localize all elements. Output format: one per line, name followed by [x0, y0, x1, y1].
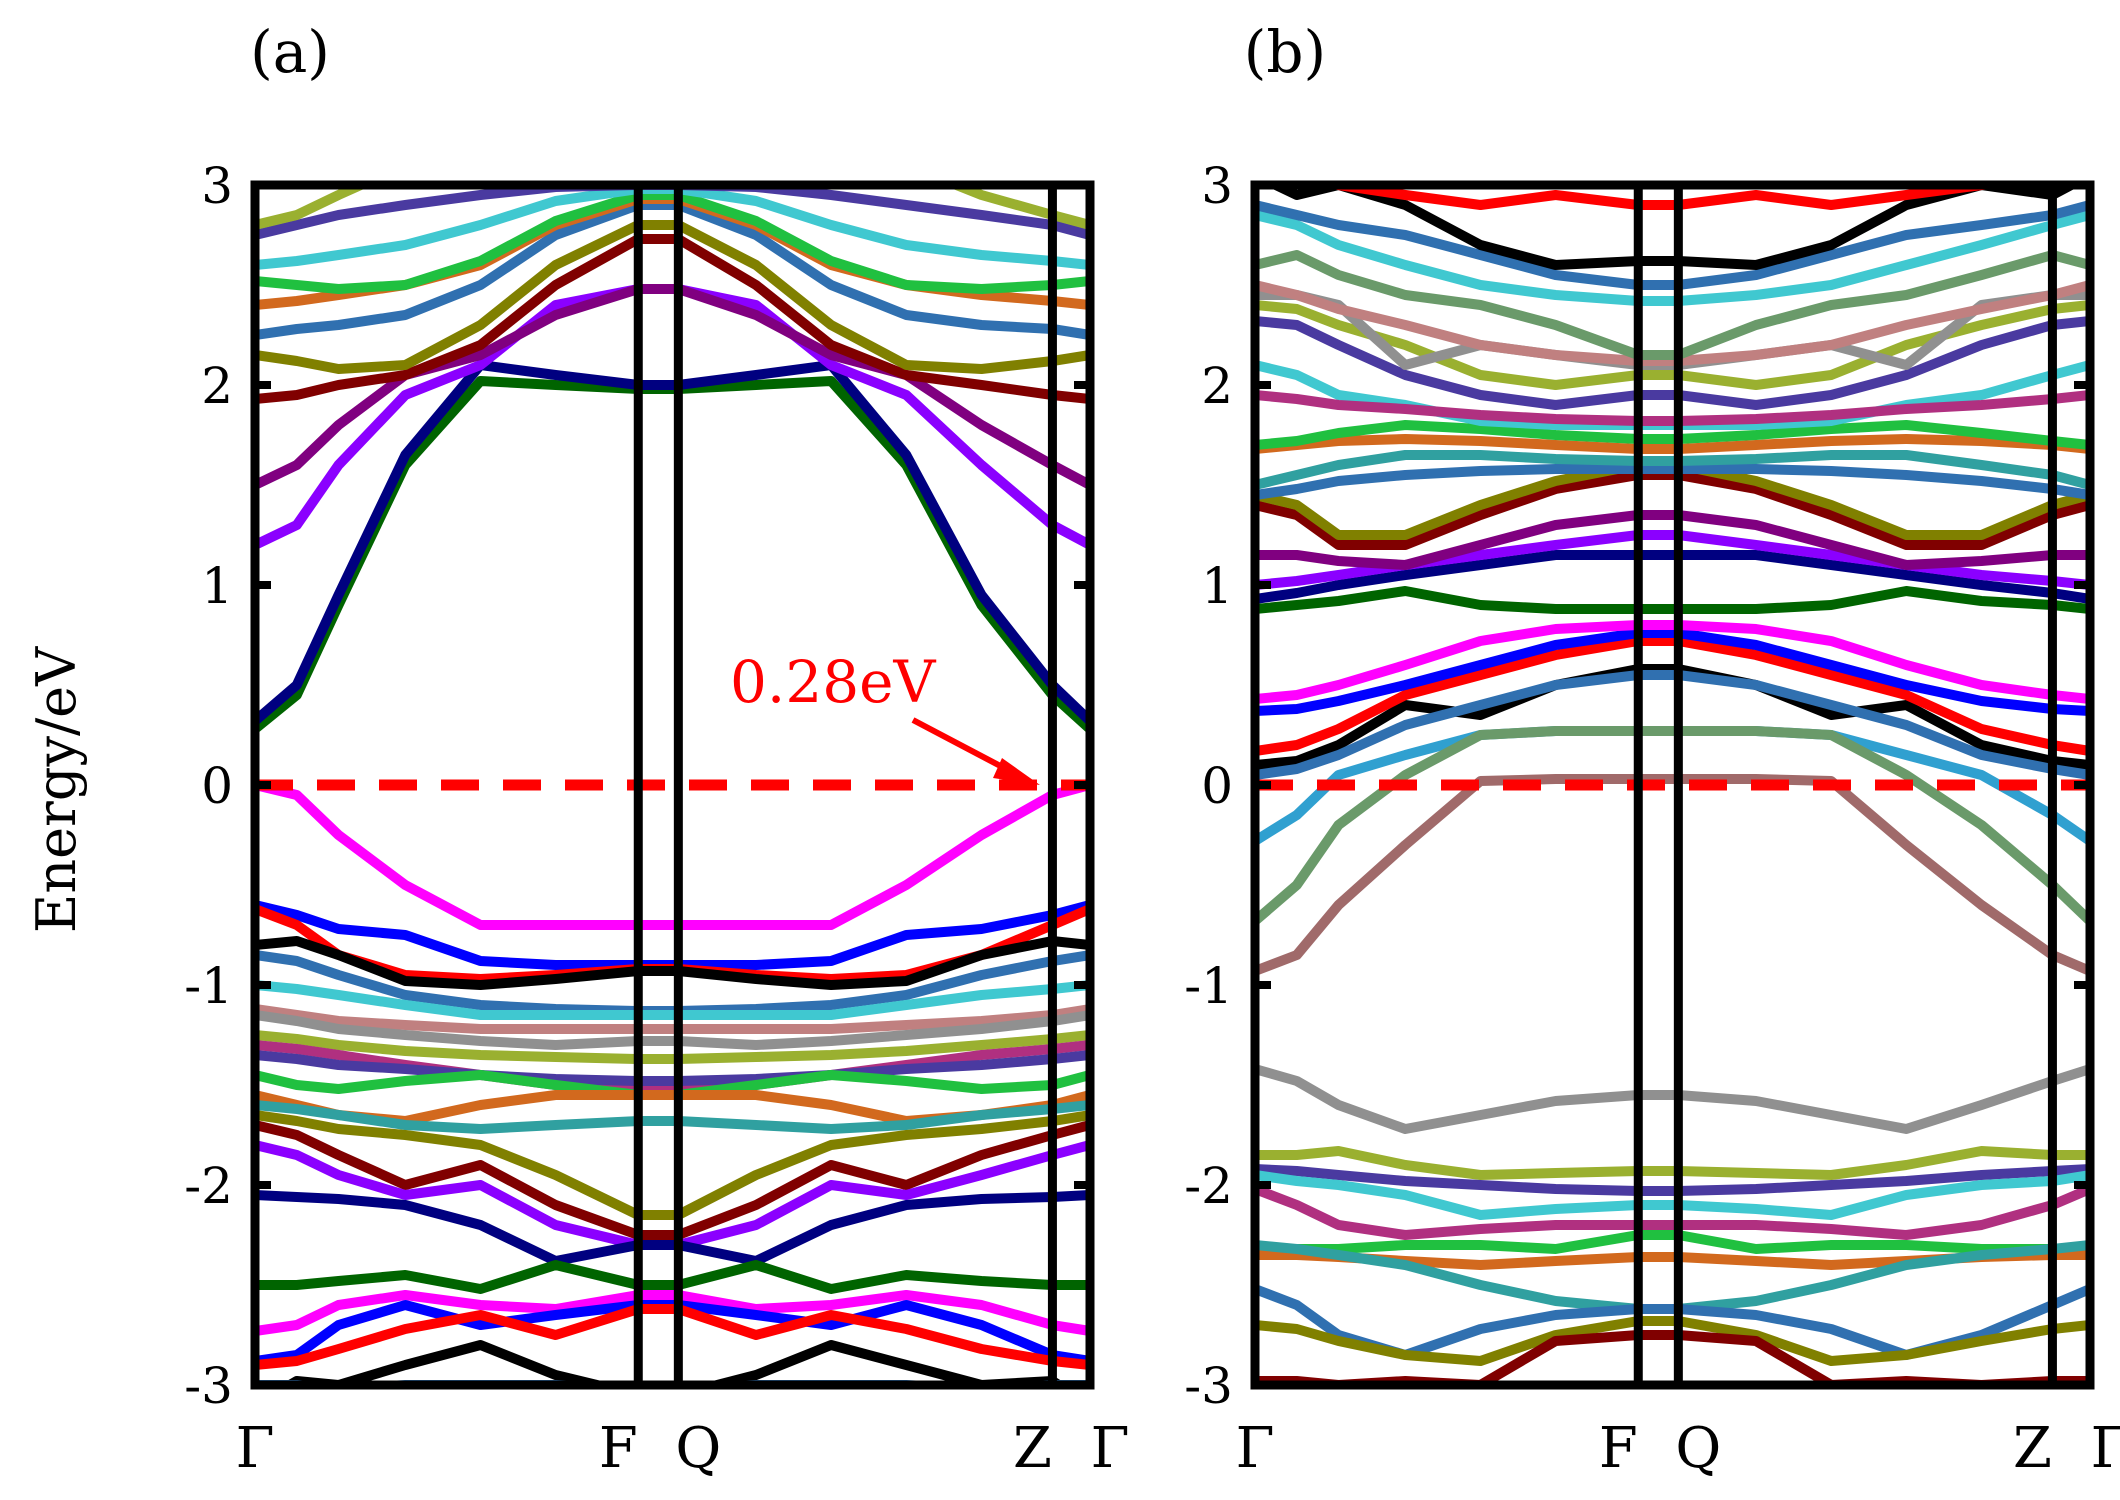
band-line [255, 1120, 1090, 1240]
k-point-label: F [1599, 1416, 1638, 1481]
y-tick-label: 2 [1201, 357, 1233, 415]
y-tick-label: -2 [184, 1157, 233, 1215]
band-line [255, 220, 1090, 374]
band-line [1255, 250, 2090, 360]
band-line [255, 780, 1090, 930]
band-line [255, 190, 1090, 294]
band-line [1255, 464, 2090, 500]
band-line [1255, 1064, 2090, 1134]
y-axis-label: Energy/eV [25, 646, 88, 933]
band-line [1255, 726, 2090, 925]
k-point-label: Γ [1091, 1416, 1130, 1481]
band-line [279, 1340, 1068, 1385]
band-line [1255, 1316, 2090, 1366]
band-line [1255, 664, 2090, 770]
band-line [255, 360, 1090, 725]
band-line [1255, 620, 2090, 704]
band-line [255, 185, 1090, 240]
band-line [255, 1004, 1090, 1034]
panel-b-title: (b) [1244, 18, 1326, 86]
k-point-label: Γ [1236, 1416, 1275, 1481]
k-point-label: Γ [2091, 1416, 2120, 1481]
band-line [255, 980, 1090, 1020]
y-tick-label: -3 [184, 1357, 233, 1415]
band-line [1255, 280, 2090, 366]
k-point-label: Z [2013, 1416, 2052, 1481]
band-line [255, 1040, 1090, 1094]
band-line [255, 1030, 1090, 1064]
band-line [1255, 200, 2090, 290]
k-point-label: Γ [236, 1416, 275, 1481]
plot-area-a [250, 180, 1095, 1390]
band-line [1255, 390, 2090, 426]
y-tick-label: 0 [1201, 757, 1233, 815]
band-line [255, 185, 1090, 230]
y-tick-label: -3 [1184, 1357, 1233, 1415]
k-point-label: F [599, 1416, 638, 1481]
band-line [255, 1290, 1090, 1336]
band-line [1255, 670, 2090, 780]
bands-b [1255, 185, 2090, 1385]
band-line [1255, 1146, 2090, 1180]
y-ticks-b: 3 2 1 0 -1 -2 -3 [1184, 157, 2090, 1415]
band-line [1255, 1170, 2090, 1220]
band-line [1255, 1230, 2090, 1254]
band-line [1255, 420, 2090, 450]
y-tick-label: 3 [1201, 157, 1233, 215]
y-tick-label: 3 [201, 157, 233, 215]
band-line [255, 234, 1090, 404]
band-line [1255, 586, 2090, 614]
band-line [1255, 1164, 2090, 1196]
band-line [1255, 316, 2090, 410]
band-line [255, 936, 1090, 990]
band-line [255, 1100, 1090, 1134]
band-line [1255, 774, 2090, 976]
y-tick-label: -2 [1184, 1157, 1233, 1215]
k-point-label: Q [675, 1416, 721, 1481]
band-line [255, 1110, 1090, 1220]
y-tick-label: 1 [1201, 557, 1233, 615]
plot-area-b [1250, 180, 2095, 1390]
band-line [1255, 636, 2090, 756]
bands-a [255, 185, 1090, 1385]
band-line [255, 1304, 1090, 1370]
gap-annotation: 0.28eV [730, 648, 936, 716]
band-line [1255, 510, 2090, 570]
band-line [1255, 300, 2090, 390]
band-line [255, 1050, 1090, 1086]
gap-annotation-arrow-head [993, 758, 1040, 785]
y-tick-label: -1 [1184, 957, 1233, 1015]
y-tick-label: -1 [184, 957, 233, 1015]
band-line [1255, 470, 2090, 550]
band-line [1255, 628, 2090, 716]
band-line [255, 1010, 1090, 1050]
band-line [255, 200, 1090, 340]
y-tick-label: 1 [201, 557, 233, 615]
y-tick-label: 0 [201, 757, 233, 815]
band-line [1255, 550, 2090, 604]
band-line [255, 1260, 1090, 1294]
band-line [1255, 210, 2090, 306]
band-line [1255, 1184, 2090, 1240]
band-line [1255, 450, 2090, 490]
y-tick-label: 2 [201, 357, 233, 415]
k-point-label: Q [1675, 1416, 1721, 1481]
panel-a-title: (a) [250, 18, 330, 86]
band-line [255, 1190, 1090, 1266]
band-line [255, 284, 1090, 490]
y-ticks-a: 3 2 1 0 -1 -2 -3 [184, 157, 1090, 1415]
band-line [1255, 530, 2090, 590]
band-line [1255, 434, 2090, 454]
k-point-label: Z [1013, 1416, 1052, 1481]
gap-annotation-arrow-line [911, 717, 1010, 773]
